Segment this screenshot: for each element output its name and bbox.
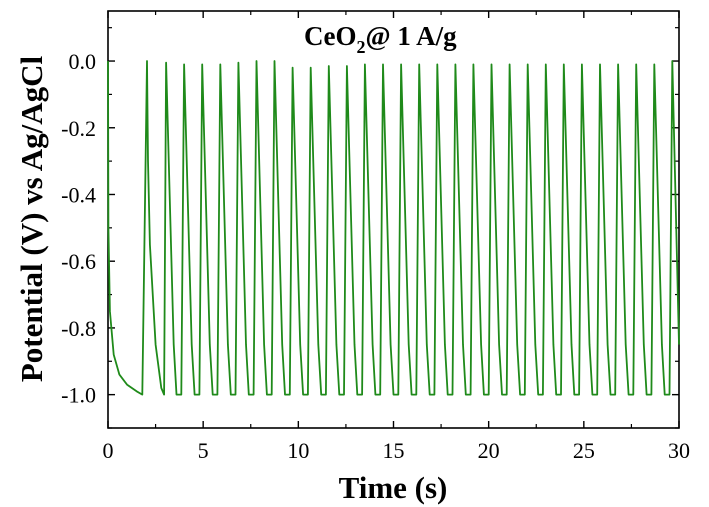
x-tick-label: 30 <box>668 438 690 463</box>
axis-ticks <box>107 11 680 429</box>
y-tick-label: -0.6 <box>61 249 96 274</box>
y-tick-label: 0.0 <box>69 49 97 74</box>
chart-annotation: CeO2@ 1 A/g <box>304 21 457 57</box>
series-layer <box>107 60 680 396</box>
y-tick-label: -0.4 <box>61 182 96 207</box>
annotation-main: CeO <box>304 21 356 51</box>
x-tick-label: 5 <box>198 438 209 463</box>
x-tick-label: 25 <box>573 438 595 463</box>
y-tick-label: -1.0 <box>61 383 96 408</box>
x-tick-labels: 0 5 10 15 20 25 30 <box>103 438 691 463</box>
x-tick-label: 0 <box>103 438 114 463</box>
series-line <box>107 60 680 396</box>
y-tick-labels: 0.0 -0.2 -0.4 -0.6 -0.8 -1.0 <box>61 49 96 408</box>
x-tick-label: 20 <box>478 438 500 463</box>
y-tick-label: -0.2 <box>61 116 96 141</box>
x-tick-label: 15 <box>383 438 405 463</box>
annotation-rest: @ 1 A/g <box>365 21 457 51</box>
x-axis-title: Time (s) <box>339 470 448 505</box>
y-tick-label: -0.8 <box>61 316 96 341</box>
x-tick-label: 10 <box>287 438 309 463</box>
y-axis-title: Potential (V) vs Ag/AgCl <box>14 55 49 382</box>
annotation-subscript: 2 <box>356 37 365 57</box>
